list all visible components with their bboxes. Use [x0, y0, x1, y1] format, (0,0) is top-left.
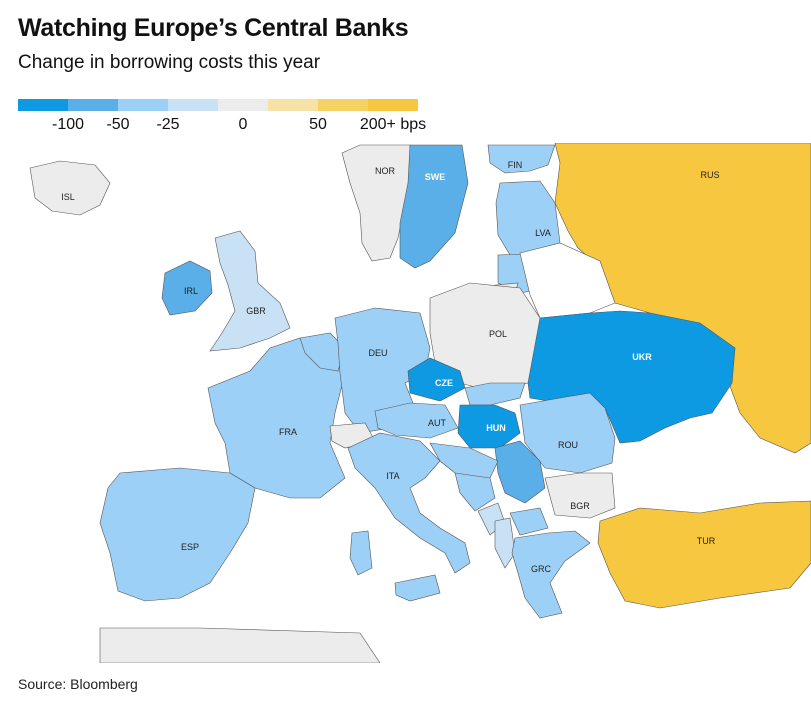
country-esp	[99, 467, 256, 602]
country-label-esp: ESP	[181, 542, 199, 552]
country-label-cze: CZE	[435, 378, 453, 388]
country-bnl	[299, 332, 346, 372]
legend-swatch	[18, 99, 68, 111]
country-hun	[457, 404, 521, 449]
page-subtitle: Change in borrowing costs this year	[18, 52, 321, 73]
country-label-ukr: UKR	[632, 352, 652, 362]
legend-label: -25	[156, 116, 180, 133]
country-swe	[399, 144, 469, 269]
color-legend: -100 -50 -25 0 50 200+ bps	[18, 99, 426, 139]
legend-swatch	[218, 99, 268, 111]
legend-label: -50	[106, 116, 130, 133]
country-label-rus: RUS	[700, 170, 719, 180]
country-alb	[494, 517, 516, 569]
country-ita-sar	[349, 530, 373, 576]
legend-swatch	[168, 99, 218, 111]
country-grc	[511, 530, 591, 619]
page-title: Watching Europe’s Central Banks	[18, 14, 409, 42]
country-tur	[597, 500, 811, 609]
source-note: Source: Bloomberg	[18, 676, 138, 692]
legend-swatch	[368, 99, 418, 111]
country-bih	[454, 472, 496, 512]
legend-label: 50	[309, 116, 327, 133]
legend-label: 0	[238, 116, 248, 133]
country-label-nor: NOR	[375, 166, 396, 176]
country-label-hun: HUN	[486, 423, 506, 433]
country-label-pol: POL	[489, 329, 507, 339]
country-aut	[374, 402, 459, 439]
country-srb	[494, 440, 546, 504]
country-rou	[519, 392, 616, 474]
country-label-grc: GRC	[531, 564, 552, 574]
country-label-rou: ROU	[558, 440, 578, 450]
country-label-isl: ISL	[61, 192, 75, 202]
country-label-fra: FRA	[279, 427, 297, 437]
country-afr	[99, 627, 381, 663]
legend-swatch	[118, 99, 168, 111]
country-label-ita: ITA	[386, 471, 399, 481]
country-blr	[519, 242, 616, 319]
legend-label: 200+ bps	[359, 116, 427, 133]
legend-swatch	[268, 99, 318, 111]
legend-label: -100	[51, 116, 85, 133]
legend-swatch	[68, 99, 118, 111]
country-gbr	[209, 230, 291, 352]
country-label-bgr: BGR	[570, 501, 590, 511]
legend-swatch	[318, 99, 368, 111]
country-ita-sic	[394, 574, 441, 602]
country-svk	[464, 382, 526, 406]
country-isl	[29, 160, 111, 216]
country-label-swe: SWE	[425, 172, 446, 182]
country-fin	[487, 144, 556, 174]
country-nor	[341, 144, 413, 262]
country-label-tur: TUR	[697, 536, 716, 546]
country-label-fin: FIN	[508, 160, 523, 170]
country-lva	[495, 180, 561, 256]
country-irl	[161, 260, 213, 316]
country-label-gbr: GBR	[246, 306, 266, 316]
country-bgr	[544, 472, 616, 519]
country-fra	[207, 337, 346, 499]
country-label-lva: LVA	[535, 228, 551, 238]
country-label-irl: IRL	[184, 286, 198, 296]
europe-map: ISL NOR SWE FIN RUS LVA IRL GBR POL DEU CZE UKR FRA A…	[29, 143, 811, 663]
country-label-aut: AUT	[428, 418, 447, 428]
country-mkd	[509, 507, 549, 536]
country-label-deu: DEU	[368, 348, 387, 358]
country-ita	[347, 432, 471, 574]
